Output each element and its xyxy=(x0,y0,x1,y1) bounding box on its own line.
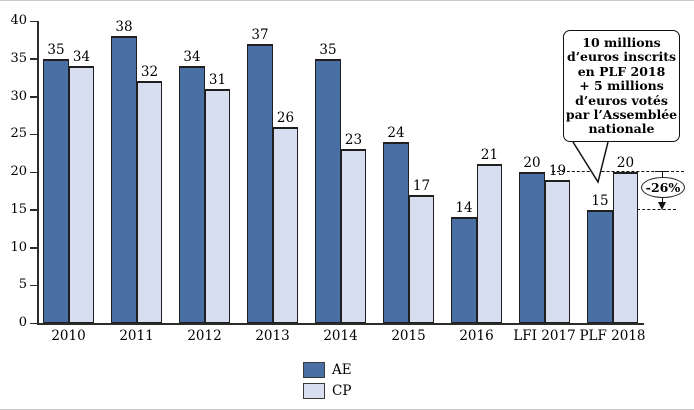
y-axis-tick xyxy=(30,284,37,287)
bar-value-label: 23 xyxy=(344,132,363,149)
callout-text-line: + 5 millions xyxy=(579,78,664,94)
x-axis-category-label: 2014 xyxy=(323,328,358,344)
callout-text-line: en PLF 2018 xyxy=(577,63,666,79)
bar-value-label: 15 xyxy=(591,192,609,209)
bar-ae-2015 xyxy=(383,141,409,323)
x-axis-category-label: 2010 xyxy=(51,328,86,344)
legend: AE CP xyxy=(303,361,352,403)
y-axis-tick xyxy=(30,247,37,249)
y-axis-tick xyxy=(30,133,37,136)
x-axis-category-label: 2015 xyxy=(391,328,426,344)
x-axis-category-label: 2016 xyxy=(459,328,494,344)
bar-value-label: 34 xyxy=(72,49,91,66)
y-axis-tick xyxy=(30,96,37,98)
y-axis-tick xyxy=(30,58,37,60)
y-axis-tick-label: 40 xyxy=(10,13,27,28)
bar-cp-2016 xyxy=(477,164,502,323)
dashed-guide-lower xyxy=(637,209,676,210)
legend-swatch-ae xyxy=(303,361,325,378)
legend-item-cp: CP xyxy=(303,382,352,399)
bar-cp-2011 xyxy=(137,81,162,323)
callout-annotation: 10 millions d’euros inscrits en PLF 2018 + … xyxy=(563,30,680,142)
y-axis-tick-label: 20 xyxy=(10,164,27,179)
bar-cp-2014 xyxy=(341,149,366,323)
x-axis-category-label: 2012 xyxy=(187,328,222,344)
bar-ae-2010 xyxy=(43,58,69,323)
bar-ae-2016 xyxy=(451,217,477,323)
bar-value-label: 35 xyxy=(47,41,65,58)
callout-text-line: par l’Assemblée xyxy=(565,107,678,123)
y-axis-tick xyxy=(30,171,37,173)
arrow-top-cap xyxy=(655,170,669,173)
y-axis-tick xyxy=(30,322,37,324)
y-axis-tick-label: 30 xyxy=(10,88,27,104)
callout-pointer-icon xyxy=(572,141,609,184)
y-axis-tick xyxy=(30,20,37,22)
bar-value-label: 24 xyxy=(387,124,405,141)
bar-value-label: 14 xyxy=(455,200,473,217)
bar-value-label: 20 xyxy=(616,155,635,171)
bar-value-label: 21 xyxy=(480,147,499,164)
bar-cp-2012 xyxy=(205,88,230,323)
bar-ae-plf-2018 xyxy=(587,209,613,323)
y-axis-tick-label: 0 xyxy=(18,315,27,330)
bar-value-label: 37 xyxy=(251,26,269,43)
legend-label-cp: CP xyxy=(332,382,352,399)
bar-cp-2015 xyxy=(409,194,434,323)
y-axis-tick-label: 5 xyxy=(18,277,27,293)
bar-value-label: 38 xyxy=(115,19,133,36)
bar-value-label: 34 xyxy=(183,49,201,66)
y-axis-tick-label: 15 xyxy=(10,201,27,217)
bar-cp-lfi-2017 xyxy=(545,179,570,323)
bar-ae-lfi-2017 xyxy=(519,172,545,323)
callout-text-line: 10 millions xyxy=(582,35,661,50)
y-axis-tick-label: 35 xyxy=(10,50,27,66)
x-axis-category-label: PLF 2018 xyxy=(579,328,646,344)
callout-text-line: d’euros votés xyxy=(575,92,668,108)
bar-value-label: 17 xyxy=(412,177,431,194)
x-axis-category-label: 2011 xyxy=(119,328,154,344)
x-axis-category-label: LFI 2017 xyxy=(513,328,576,344)
bar-cp-plf-2018 xyxy=(613,172,638,323)
x-axis-line xyxy=(37,323,644,325)
legend-label-ae: AE xyxy=(332,361,352,378)
bar-value-label: 26 xyxy=(276,109,295,126)
y-axis-line xyxy=(37,21,39,324)
bar-value-label: 32 xyxy=(140,64,159,81)
dashed-guide-upper xyxy=(552,171,684,172)
y-axis-tick-label: 10 xyxy=(10,239,27,255)
bar-cp-2013 xyxy=(273,126,298,323)
y-axis-tick xyxy=(30,209,37,211)
bar-value-label: 19 xyxy=(548,162,567,179)
delta-percentage-badge: -26% xyxy=(641,177,685,198)
legend-swatch-cp xyxy=(303,382,325,399)
arrow-down-head-icon xyxy=(657,202,666,210)
bar-cp-2010 xyxy=(69,66,94,323)
callout-text-line: nationale xyxy=(588,121,655,137)
bar-value-label: 35 xyxy=(319,41,337,58)
callout-text-line: d’euros inscrits xyxy=(566,49,677,65)
bar-value-label: 20 xyxy=(523,155,541,171)
legend-item-ae: AE xyxy=(303,361,352,378)
x-axis-category-label: 2013 xyxy=(255,328,290,344)
bar-value-label: 31 xyxy=(208,71,227,88)
bar-ae-2013 xyxy=(247,43,273,323)
bar-ae-2014 xyxy=(315,58,341,323)
bar-ae-2012 xyxy=(179,66,205,323)
y-axis-tick-label: 25 xyxy=(10,126,27,142)
bar-ae-2011 xyxy=(111,36,137,323)
